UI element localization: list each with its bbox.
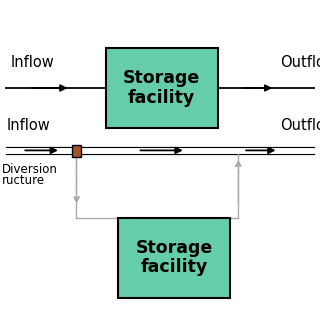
Text: Storage: Storage [136,239,213,257]
Text: facility: facility [128,89,195,107]
Bar [118,218,230,298]
Bar [6,147,314,154]
Text: facility: facility [141,258,208,276]
Text: Inflow: Inflow [10,55,54,70]
Text: Inflow: Inflow [7,118,51,133]
Bar [72,145,81,157]
Text: Outflo: Outflo [280,118,320,133]
Text: Diversion: Diversion [2,163,58,176]
Text: Outflo: Outflo [280,55,320,70]
Text: ructure: ructure [2,174,45,188]
Bar [106,48,218,128]
Text: Storage: Storage [123,69,200,87]
